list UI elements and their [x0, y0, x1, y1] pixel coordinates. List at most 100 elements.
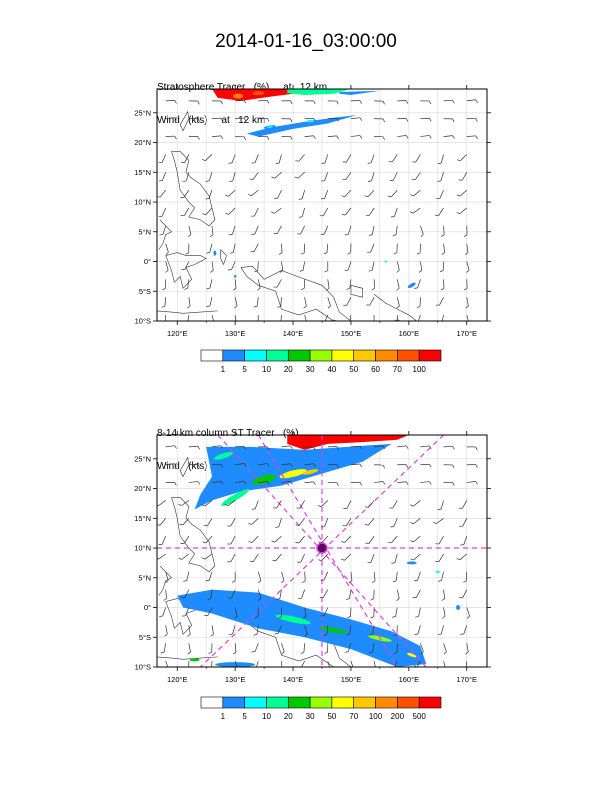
wind-barb-flag — [205, 180, 210, 182]
wind-barb-flag — [252, 670, 255, 671]
wind-barb — [368, 518, 375, 526]
wind-barb-flag — [281, 651, 285, 655]
x-tick-label: 140°E — [283, 329, 304, 338]
tracer-contour — [215, 662, 256, 667]
wind-barb-flag — [247, 194, 252, 197]
wind-barb-flag — [405, 118, 409, 122]
wind-barb-flag — [456, 558, 461, 561]
wind-barb-flag — [429, 445, 432, 450]
wind-barb — [370, 553, 375, 563]
wind-barb — [443, 99, 453, 102]
wind-barb-flag — [396, 305, 400, 309]
wind-barb — [235, 99, 245, 102]
wind-barb — [344, 535, 352, 543]
wind-barb-flag — [228, 234, 233, 236]
wind-barb-flag — [220, 464, 224, 468]
wind-barb — [235, 480, 245, 483]
x-tick-label: 130°E — [225, 675, 246, 684]
y-tick-label: 10°S — [135, 317, 151, 326]
main-title: 2014-01-16_03:00:00 — [215, 31, 397, 52]
y-tick-label: 5°N — [138, 227, 151, 236]
wind-barb — [188, 297, 191, 307]
wind-barb-flag — [405, 481, 409, 485]
wind-barb-flag — [418, 270, 423, 273]
wind-barb — [188, 643, 191, 653]
coastline — [240, 265, 352, 321]
wind-barb — [182, 518, 190, 526]
wind-barb-flag — [347, 616, 351, 619]
wind-barb-flag — [396, 287, 400, 291]
y-tick-label: 20°N — [134, 484, 151, 493]
wind-barb — [346, 297, 352, 306]
colorbar-label: 100 — [413, 365, 427, 374]
wind-barb — [181, 553, 190, 560]
wind-barb — [392, 500, 398, 509]
wind-barb — [234, 279, 237, 289]
colorbar-swatch — [244, 696, 267, 709]
wind-barb — [279, 589, 282, 599]
wind-barb-flag — [187, 651, 191, 655]
wind-barb-flag — [185, 252, 189, 255]
wind-barb-flag — [410, 522, 414, 525]
wind-barb-flag — [225, 194, 229, 197]
wind-barb-flag — [165, 580, 169, 584]
wind-barb-flag — [387, 195, 392, 198]
wind-barb — [185, 172, 190, 182]
y-tick-label: 0° — [144, 603, 151, 612]
wind-barb — [276, 225, 282, 234]
wind-barb — [373, 571, 376, 581]
wind-barb-flag — [410, 540, 414, 543]
wind-barb-flag — [313, 463, 316, 467]
wind-barb-flag — [359, 100, 362, 104]
wind-barb — [186, 571, 190, 581]
wind-barb — [227, 500, 236, 506]
wind-barb — [412, 207, 421, 214]
colorbar-swatch — [353, 696, 376, 709]
wind-barb — [209, 279, 213, 289]
colorbar-label: 5 — [242, 365, 247, 374]
wind-barb — [164, 315, 167, 321]
wind-barb — [323, 571, 329, 581]
wind-barb — [281, 243, 283, 253]
wind-barb — [165, 589, 167, 599]
wind-barb — [205, 535, 213, 544]
wind-barb-flag — [409, 211, 414, 214]
wind-barb-flag — [166, 670, 168, 673]
wind-barb — [394, 553, 398, 563]
wind-barb-flag — [290, 136, 293, 140]
wind-barb — [276, 279, 282, 288]
tracer-contour — [407, 282, 416, 289]
y-tick-label: 0° — [144, 257, 151, 266]
wind-barb — [396, 297, 400, 307]
wind-barb — [162, 607, 167, 617]
x-tick-label: 120°E — [167, 675, 188, 684]
wind-barb — [395, 225, 398, 235]
wind-barb — [281, 643, 285, 652]
wind-barb — [323, 589, 329, 598]
wind-barb-flag — [368, 269, 373, 272]
wind-barb-flag — [275, 526, 279, 528]
wind-barb — [350, 445, 360, 448]
wind-barb — [211, 135, 221, 137]
tracer-contour — [435, 570, 440, 574]
wind-barb-flag — [463, 580, 467, 583]
wind-barb — [345, 172, 352, 180]
x-tick-label: 160°E — [399, 329, 420, 338]
wind-barb — [304, 607, 307, 617]
wind-barb-flag — [405, 135, 409, 139]
colorbar-label: 30 — [306, 365, 315, 374]
wind-barb-flag — [359, 117, 363, 121]
wind-barb — [344, 553, 352, 561]
wind-barb — [396, 589, 400, 599]
wind-barb — [326, 243, 329, 253]
wind-barb — [254, 500, 259, 510]
wind-barb-flag — [440, 234, 445, 237]
colorbar-swatch — [353, 349, 376, 362]
wind-barb-flag — [382, 136, 385, 141]
wind-barb — [349, 314, 352, 321]
wind-barb-flag — [346, 324, 349, 325]
wind-barb — [370, 154, 375, 164]
y-tick-label: 15°N — [134, 514, 151, 523]
wind-barb — [417, 314, 421, 321]
wind-barb-flag — [359, 446, 363, 450]
